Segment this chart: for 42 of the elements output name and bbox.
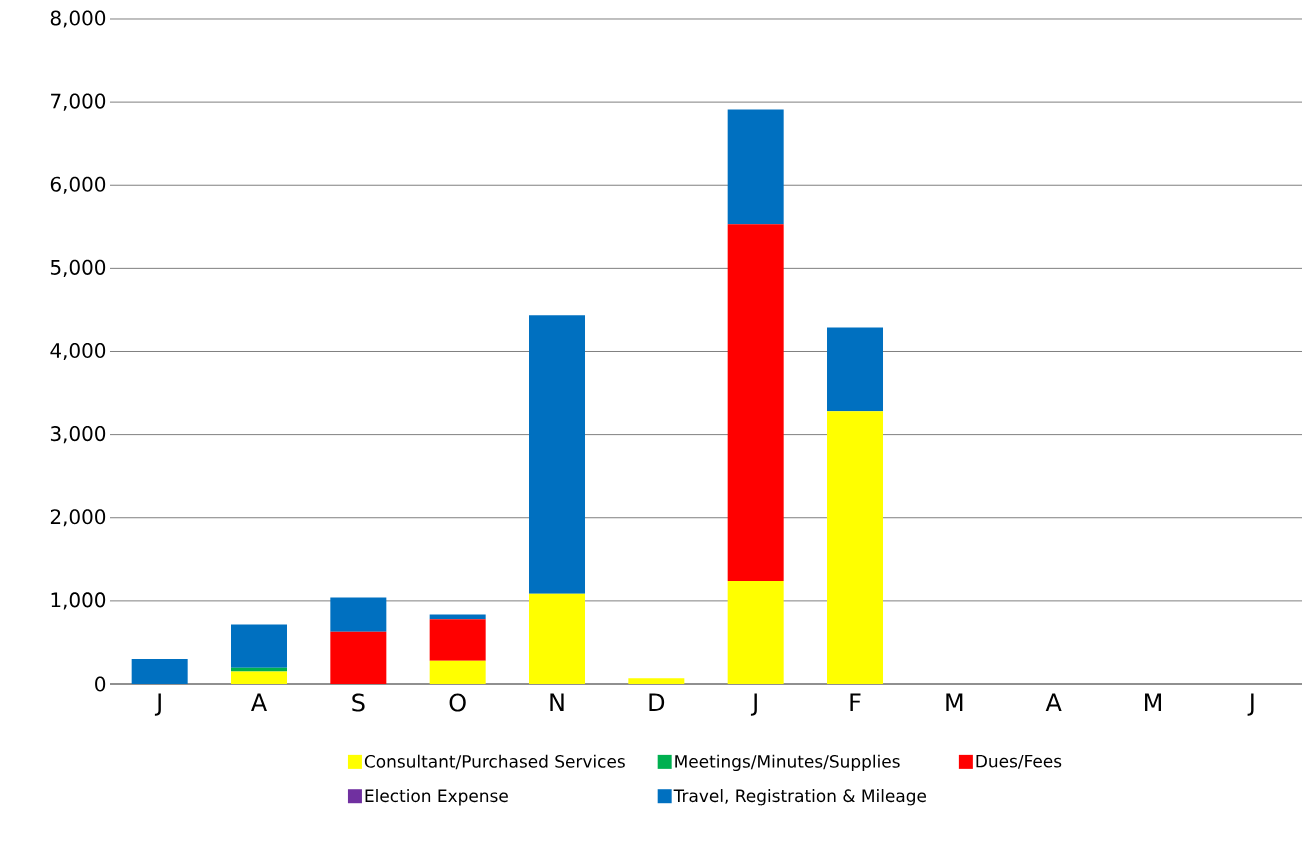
x-tick-label: M xyxy=(1145,693,1161,711)
y-tick-label: 7,000 xyxy=(51,93,106,111)
bar xyxy=(827,327,884,412)
x-tick-label: J xyxy=(154,693,161,716)
x-tick-label: A xyxy=(1045,693,1062,711)
bar xyxy=(429,660,486,684)
x-tick-label: N xyxy=(550,693,564,711)
bar xyxy=(231,667,287,672)
y-tick-label: 2,000 xyxy=(50,509,106,527)
x-tick-label: J xyxy=(1247,693,1254,716)
bar xyxy=(529,315,585,594)
y-tick-label: 3,000 xyxy=(50,426,106,444)
bar xyxy=(330,631,387,684)
legend-label: Travel, Registration & Mileage xyxy=(673,789,926,806)
bar xyxy=(330,597,387,632)
y-tick-label: 0 xyxy=(95,676,106,692)
y-tick-label: 5,000 xyxy=(50,259,106,277)
x-tick-label: M xyxy=(946,693,963,711)
legend-label: Election Expense xyxy=(365,789,508,806)
bar xyxy=(827,411,884,684)
bar xyxy=(429,619,486,661)
y-tick-label: 1,000 xyxy=(51,592,106,610)
legend-label: Meetings/Minutes/Supplies xyxy=(675,754,900,772)
bar xyxy=(628,678,685,684)
bar xyxy=(727,224,784,581)
y-tick-label: 4,000 xyxy=(50,342,106,361)
y-tick-label: 8,000 xyxy=(50,10,106,28)
x-tick-label: S xyxy=(352,693,365,712)
x-tick-label: O xyxy=(449,693,466,712)
x-tick-label: D xyxy=(649,693,665,711)
bar xyxy=(231,671,287,684)
bar xyxy=(231,624,287,668)
legend-label: Consultant/Purchased Services xyxy=(364,754,625,770)
y-tick-label: 6,000 xyxy=(50,176,106,194)
bar xyxy=(529,593,585,684)
legend-label: Dues/Fees xyxy=(976,754,1062,769)
bar xyxy=(131,659,188,684)
bar xyxy=(727,580,784,684)
x-tick-label: A xyxy=(251,693,267,711)
x-tick-label: F xyxy=(850,693,861,711)
x-tick-label: J xyxy=(750,693,757,716)
bar xyxy=(727,109,784,225)
